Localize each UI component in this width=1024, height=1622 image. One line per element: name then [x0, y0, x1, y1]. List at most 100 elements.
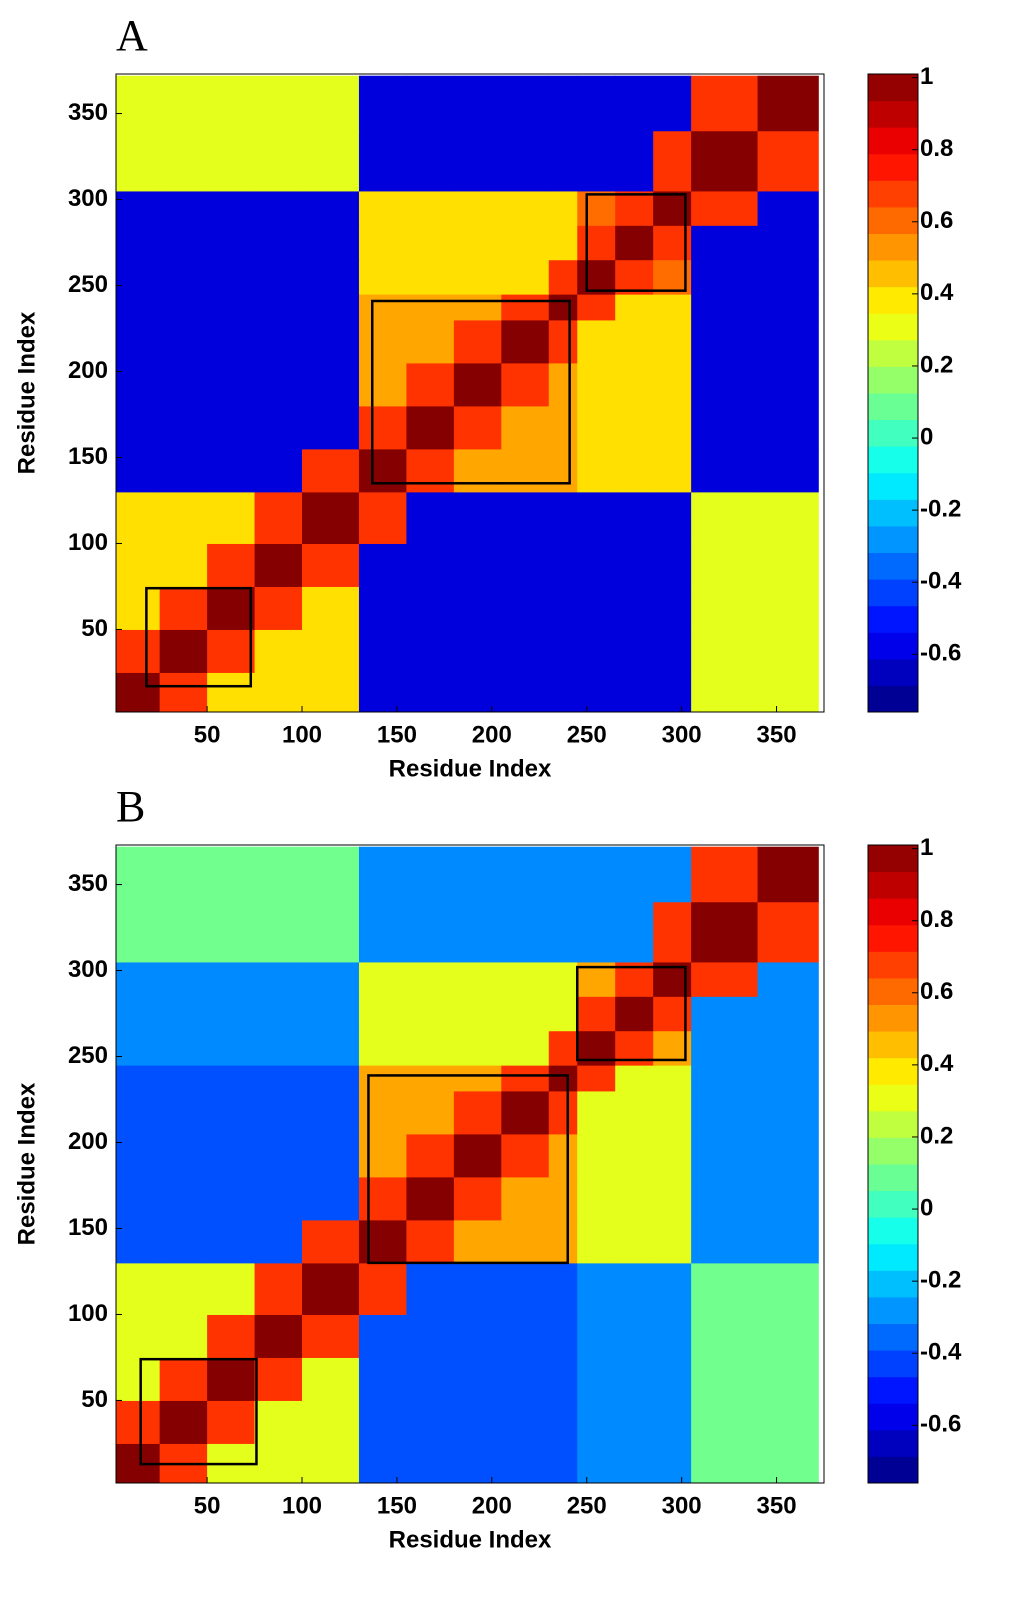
heatmap-cell: [548, 901, 578, 963]
heatmap-cell: [615, 75, 654, 132]
heatmap-cell: [302, 1133, 360, 1178]
heatmap-cell: [653, 846, 692, 903]
heatmap-cell: [207, 1219, 256, 1264]
heatmap-cell: [302, 901, 360, 963]
heatmap-cell: [207, 1133, 256, 1178]
heatmap-cell: [548, 1090, 578, 1135]
x-tick-label: 50: [194, 721, 221, 748]
heatmap-cell: [548, 846, 578, 903]
heatmap-cell: [159, 961, 208, 997]
y-tick-label: 300: [68, 185, 108, 212]
heatmap-cell: [254, 1357, 303, 1401]
colorbar-tick-label: 0.8: [920, 906, 953, 933]
heatmap-cell: [302, 1090, 360, 1135]
heatmap-cell: [207, 491, 256, 544]
heatmap-cell: [501, 294, 550, 321]
heatmap-cell: [254, 586, 303, 630]
colorbar-step: [868, 446, 918, 474]
heatmap-cell: [653, 672, 692, 712]
colorbar-step: [868, 632, 918, 660]
heatmap-cell: [358, 629, 407, 673]
x-tick-label: 50: [194, 1492, 221, 1519]
heatmap-cell: [406, 1443, 455, 1483]
heatmap-cell: [653, 1314, 692, 1358]
heatmap-cell: [159, 491, 208, 544]
heatmap-cell: [254, 130, 303, 192]
heatmap-cell: [116, 319, 161, 364]
heatmap-cell: [207, 543, 256, 587]
heatmap-cell: [548, 190, 578, 226]
heatmap-cell: [577, 491, 616, 544]
heatmap-cell: [548, 996, 578, 1032]
domain-box: [575, 965, 687, 1062]
heatmap-cell: [302, 629, 360, 673]
heatmap-cell: [577, 1357, 616, 1401]
colorbar-step: [868, 579, 918, 607]
heatmap-cell: [254, 543, 303, 587]
colorbar-step: [868, 898, 918, 926]
heatmap-cell: [159, 901, 208, 963]
heatmap-cell: [453, 1133, 502, 1178]
heatmap-cell: [302, 586, 360, 630]
domain-box: [145, 586, 253, 688]
heatmap-cell: [501, 190, 550, 226]
heatmap-cell: [358, 319, 407, 364]
colorbar-step: [868, 924, 918, 952]
colorbar-tick-label: 0: [920, 423, 933, 450]
heatmap-cell: [757, 190, 819, 226]
heatmap-cell: [302, 1065, 360, 1092]
heatmap-cell: [358, 1090, 407, 1135]
heatmap-cell: [207, 448, 256, 493]
y-tick-label: 150: [68, 1214, 108, 1241]
heatmap-cell: [207, 672, 256, 712]
heatmap-cell: [615, 1219, 654, 1264]
heatmap-cell: [302, 672, 360, 712]
heatmap-cell: [501, 1443, 550, 1483]
y-tick-label: 100: [68, 529, 108, 556]
heatmap-cell: [653, 1357, 692, 1401]
heatmap-cell: [254, 1400, 303, 1444]
colorbar-step: [868, 419, 918, 447]
heatmap-cell: [406, 1357, 455, 1401]
x-tick-label: 100: [282, 721, 322, 748]
domain-box: [370, 299, 571, 485]
heatmap-cell: [453, 996, 502, 1032]
heatmap-cell: [757, 901, 819, 963]
heatmap-cell: [757, 319, 819, 364]
heatmap-cell: [207, 130, 256, 192]
heatmap-cell: [577, 1314, 616, 1358]
heatmap-cell: [615, 130, 654, 192]
colorbar-step: [868, 845, 918, 873]
heatmap-cell: [548, 629, 578, 673]
heatmap-cell: [691, 1262, 759, 1315]
heatmap-cell: [207, 961, 256, 997]
heatmap-cell: [254, 259, 303, 295]
heatmap-cell: [615, 1090, 654, 1135]
heatmap-cell: [577, 846, 616, 903]
heatmap-cell: [615, 1400, 654, 1444]
colorbar-step: [868, 685, 918, 713]
heatmap-cell: [116, 1219, 161, 1264]
heatmap-cell: [615, 1133, 654, 1178]
heatmap-cell: [577, 1443, 616, 1483]
heatmap-cell: [577, 319, 616, 364]
heatmap-cell: [757, 672, 819, 712]
heatmap-cell: [501, 1030, 550, 1066]
heatmap-cell: [358, 405, 407, 450]
heatmap-cell: [453, 491, 502, 544]
heatmap-cell: [116, 846, 161, 903]
heatmap-cell: [302, 319, 360, 364]
heatmap-cell: [453, 901, 502, 963]
x-tick-label: 150: [377, 721, 417, 748]
heatmap-cell: [691, 225, 759, 261]
heatmap-cell: [302, 130, 360, 192]
heatmap-cell: [254, 1030, 303, 1066]
heatmap-cell: [653, 405, 692, 450]
heatmap-cell: [254, 190, 303, 226]
heatmap-cell: [757, 961, 819, 997]
heatmap-cell: [691, 629, 759, 673]
heatmap-cell: [501, 1133, 550, 1178]
heatmap-cell: [653, 901, 692, 963]
heatmap-cell: [501, 405, 550, 450]
heatmap-cell: [691, 362, 759, 407]
